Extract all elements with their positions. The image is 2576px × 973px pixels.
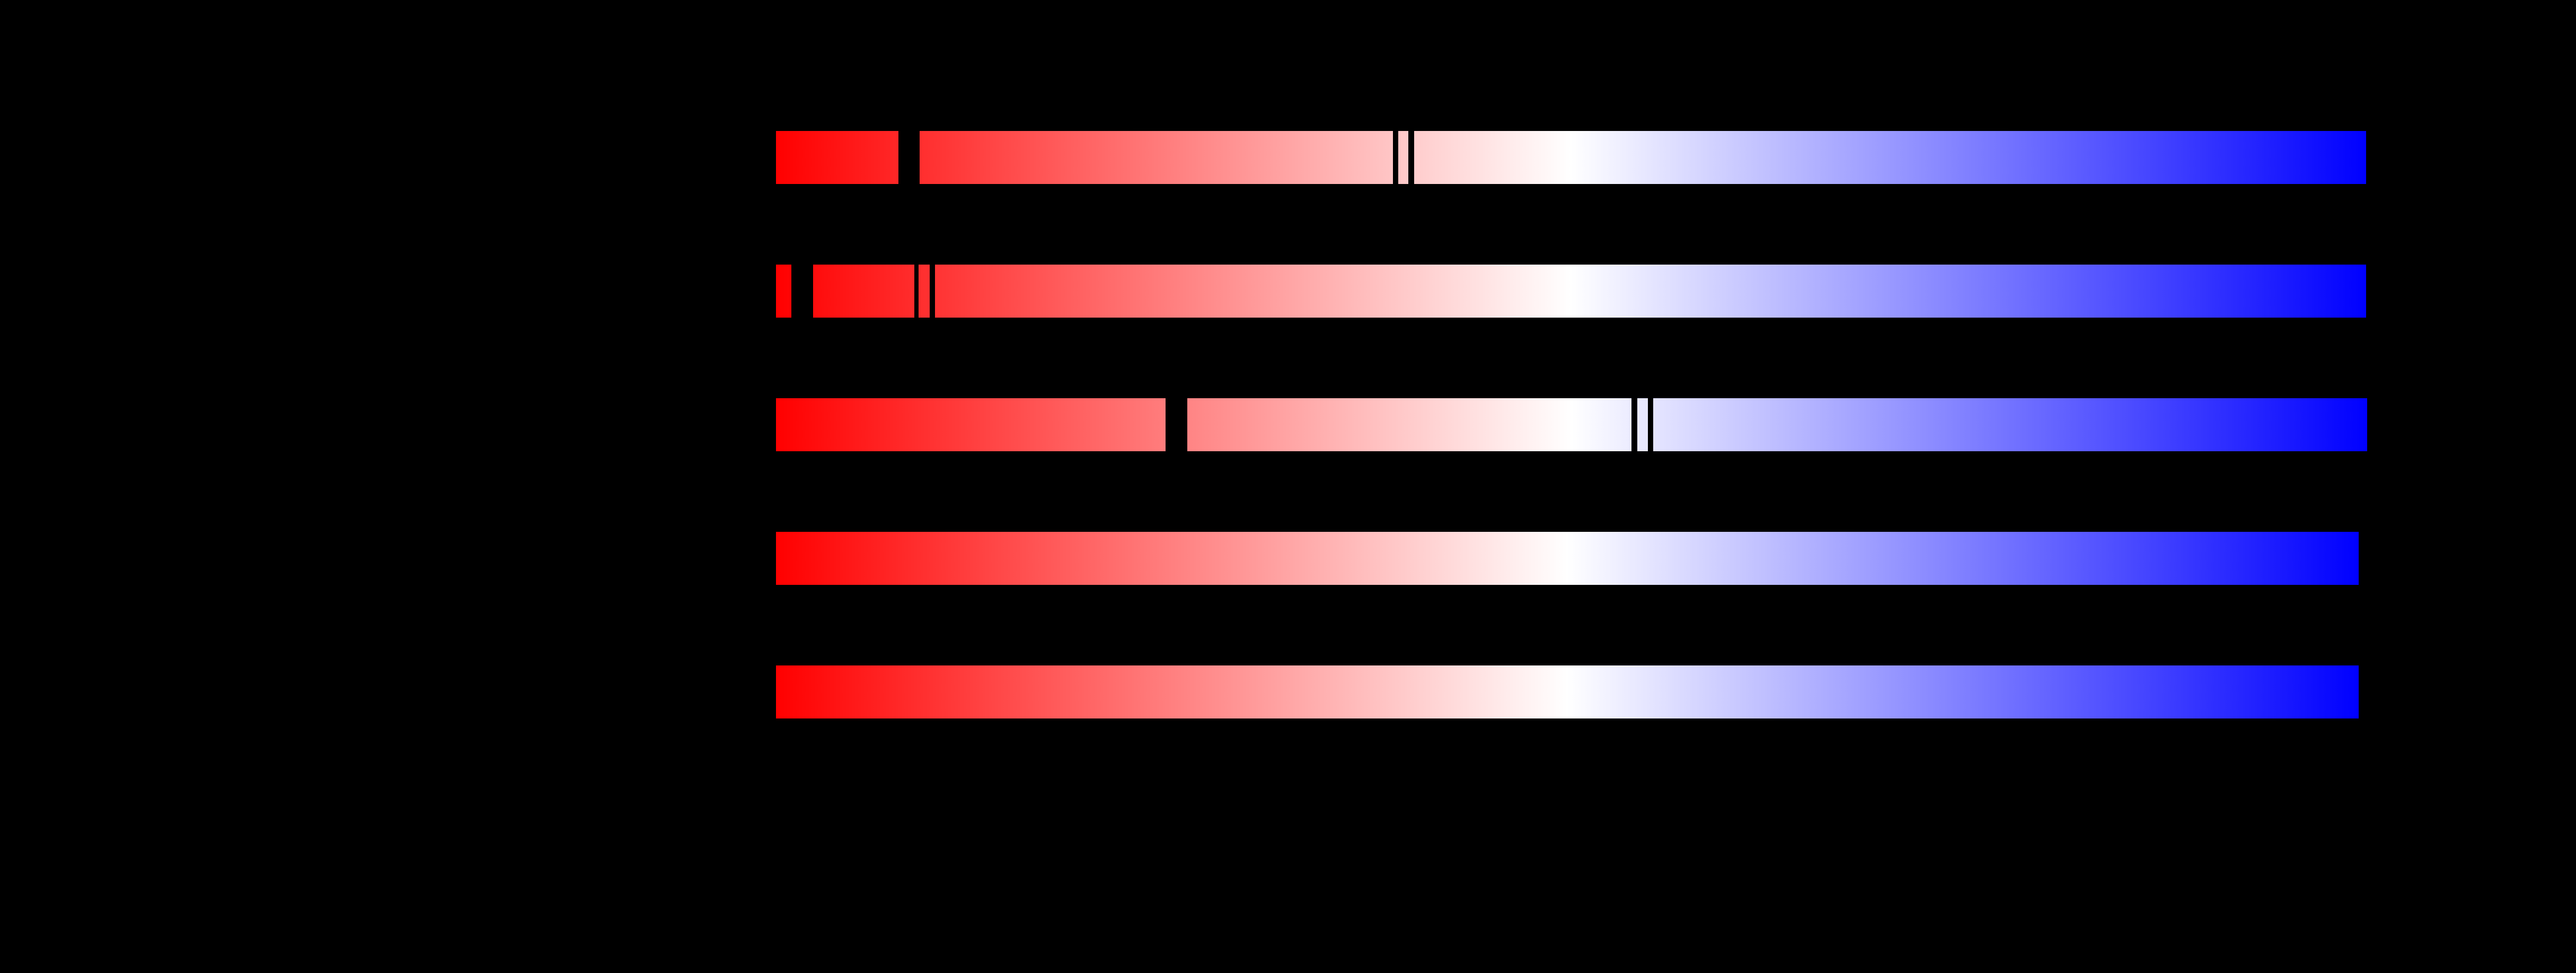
- marker-line-thick: [1166, 398, 1187, 451]
- marker-line-thick: [791, 265, 813, 318]
- gradient-strip-row5: [776, 665, 2359, 718]
- marker-line-thin: [1393, 131, 1398, 184]
- gradient-strip-row4: [776, 532, 2359, 585]
- marker-line-thin: [930, 265, 935, 318]
- gradient-strip-row3: [776, 398, 2367, 451]
- marker-line-thin: [1648, 398, 1653, 451]
- marker-line-thin: [914, 265, 919, 318]
- marker-line-thick: [898, 131, 920, 184]
- gradient-strip-row2: [776, 265, 2366, 318]
- marker-line-thin: [1631, 398, 1637, 451]
- marker-line-thin: [1408, 131, 1414, 184]
- gradient-strip-row1: [776, 131, 2366, 184]
